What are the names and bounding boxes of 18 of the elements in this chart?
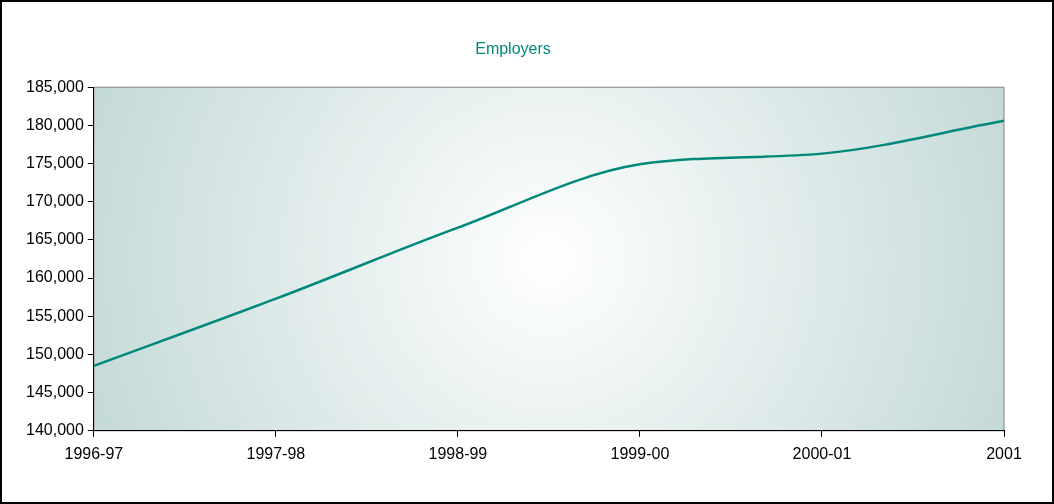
x-tick-label: 1996-97 [64, 444, 124, 462]
x-tick-label: 1997-98 [246, 444, 306, 462]
y-tick-label: 160,000 [25, 268, 84, 286]
x-tick-label: 1999-00 [610, 444, 670, 462]
x-tick-label: 2001 [986, 444, 1022, 462]
line-series [92, 119, 1006, 368]
x-tick-label: 2000-01 [792, 444, 852, 462]
y-tick-label: 180,000 [25, 115, 84, 133]
y-tick-label: 155,000 [25, 306, 84, 324]
chart-title: Employers [475, 40, 551, 58]
y-tick-label: 185,000 [25, 77, 84, 95]
y-tick-label: 170,000 [25, 192, 84, 210]
x-tick-label: 1998-99 [428, 444, 488, 462]
y-tick-label: 150,000 [25, 344, 84, 362]
y-tick-label: 165,000 [25, 230, 84, 248]
y-tick-label: 140,000 [25, 421, 84, 439]
y-tick-label: 145,000 [25, 383, 84, 401]
y-tick-label: 175,000 [25, 153, 84, 171]
